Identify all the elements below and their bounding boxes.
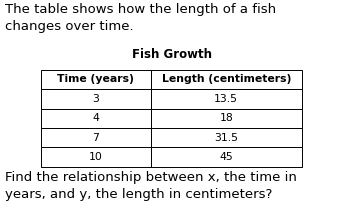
Text: 45: 45 — [220, 152, 233, 162]
Text: Find the relationship between x, the time in
years, and y, the length in centime: Find the relationship between x, the tim… — [5, 171, 297, 201]
Text: 31.5: 31.5 — [214, 133, 238, 143]
Text: 3: 3 — [93, 94, 99, 104]
Text: The table shows how the length of a fish
changes over time.: The table shows how the length of a fish… — [5, 3, 276, 33]
Text: Fish Growth: Fish Growth — [131, 48, 212, 61]
Bar — [151, 147, 302, 167]
Bar — [41, 147, 151, 167]
Bar — [41, 70, 151, 89]
Bar — [151, 89, 302, 109]
Bar — [151, 128, 302, 147]
Text: Length (centimeters): Length (centimeters) — [162, 74, 291, 84]
Text: 7: 7 — [93, 133, 99, 143]
Text: Time (years): Time (years) — [58, 74, 134, 84]
Text: 10: 10 — [89, 152, 103, 162]
Text: 4: 4 — [93, 113, 99, 123]
Text: 18: 18 — [220, 113, 233, 123]
Bar — [41, 128, 151, 147]
Bar — [151, 70, 302, 89]
Bar — [41, 109, 151, 128]
Text: 13.5: 13.5 — [214, 94, 238, 104]
Bar — [151, 109, 302, 128]
Bar — [41, 89, 151, 109]
